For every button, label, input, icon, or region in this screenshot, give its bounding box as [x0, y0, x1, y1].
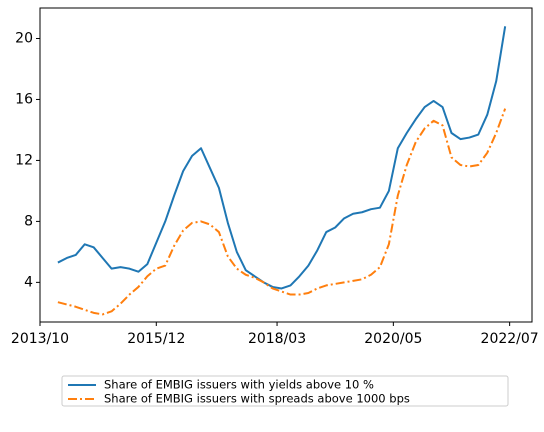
x-tick-label: 2013/10	[11, 331, 69, 347]
y-tick-label: 20	[15, 30, 33, 46]
x-tick-label: 2022/07	[481, 331, 539, 347]
legend: Share of EMBIG issuers with yields above…	[61, 375, 509, 407]
legend-box	[61, 375, 509, 407]
data-line	[57, 26, 507, 290]
x-tick-label: 2018/03	[248, 331, 306, 347]
y-tick-label: 12	[15, 152, 33, 168]
x-tick-label: 2020/05	[364, 331, 422, 347]
legend-label: Share of EMBIG issuers with spreads abov…	[104, 392, 410, 406]
legend-label: Share of EMBIG issuers with yields above…	[104, 378, 374, 392]
plot-area: 4 8 12 16 20 2013/10 2015/12 2018/03 2020/05 2022…	[11, 7, 539, 347]
x-tick-label: 2015/12	[127, 331, 185, 347]
axes-frame	[39, 7, 533, 323]
y-tick-label: 8	[24, 213, 33, 229]
y-tick-label: 16	[15, 91, 33, 107]
data-line	[57, 108, 507, 316]
y-tick-label: 4	[24, 274, 33, 290]
